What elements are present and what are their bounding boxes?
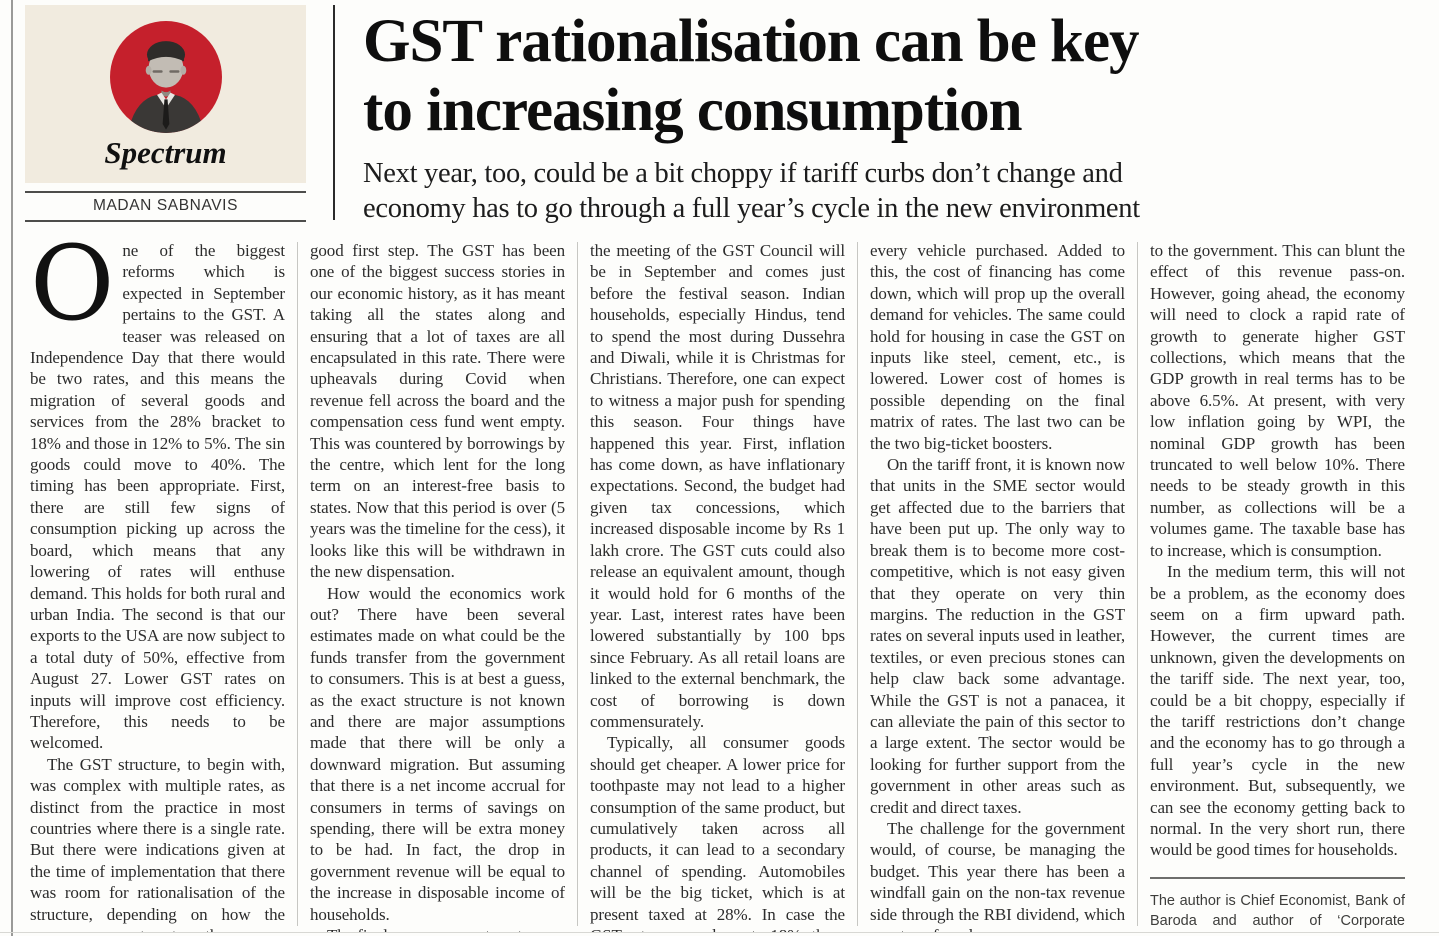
header-vertical-rule [333,5,335,220]
portrait-face [148,48,183,88]
column-rule [857,242,858,926]
portrait-chin-shadow [161,90,170,97]
author-portrait-drawing [109,21,222,133]
article-column: every vehicle purchased. Added to this, … [870,240,1125,932]
column-rule [297,242,298,926]
headline-line-2: to increasing consumption [363,77,1023,144]
article-paragraph: every vehicle purchased. Added to this, … [870,241,1125,453]
masthead-box: Spectrum [25,5,306,183]
portrait-ear-left [145,65,152,75]
article-paragraph: the meeting of the GST Council will be i… [590,241,845,731]
portrait-ear-right [179,65,186,75]
headline-block: GST rationalisation can be key to increa… [335,5,1429,224]
article-column: the meeting of the GST Council will be i… [590,240,845,932]
author-byline: MADAN SABNAVIS [25,191,306,222]
portrait-glasses-left [152,70,163,73]
article-paragraph: Typically, all consumer goods should get… [590,733,845,932]
subhead-line-2: economy has to go through a full year’s … [363,193,1140,224]
author-bio-rule [1150,876,1405,879]
article-paragraph: On the tariff front, it is known now tha… [870,455,1125,817]
section-label: Spectrum [104,135,227,170]
article-headline: GST rationalisation can be key to increa… [363,7,1429,145]
article-paragraph: good first step. The GST has been one of… [310,241,565,582]
portrait-glasses-right [168,70,179,73]
portrait-tie [162,99,169,130]
column-rule [577,242,578,926]
portrait-hairline [147,47,184,62]
article-column: to the government. This can blunt the ef… [1150,240,1405,932]
article-paragraph: to the government. This can blunt the ef… [1150,241,1405,560]
article-paragraph: The challenge for the government would, … [870,818,1125,932]
subhead-line-1: Next year, too, could be a bit choppy if… [363,158,1123,189]
article-paragraph: The GST structure, to begin with, was co… [30,754,285,932]
article-subhead: Next year, too, could be a bit choppy if… [363,156,1429,226]
masthead: Spectrum MADAN SABNAVIS [25,5,306,222]
article-column: good first step. The GST has been one of… [310,240,565,932]
headline-line-1: GST rationalisation can be key [363,8,1140,75]
article-paragraph: How would the economics work out? There … [310,583,565,924]
drop-cap: O [30,240,115,344]
page-bottom-rule [0,932,1439,933]
article-paragraph: In the medium term, this will not be a p… [1150,562,1405,860]
author-portrait-icon [109,21,222,133]
page-left-rule [11,0,13,936]
author-bio: The author is Chief Economist, Bank of B… [1150,892,1405,929]
article-header: Spectrum MADAN SABNAVIS GST rationalisat… [0,0,1439,224]
article-paragraph: The final announcement post [310,925,565,932]
column-rule [1137,242,1138,926]
